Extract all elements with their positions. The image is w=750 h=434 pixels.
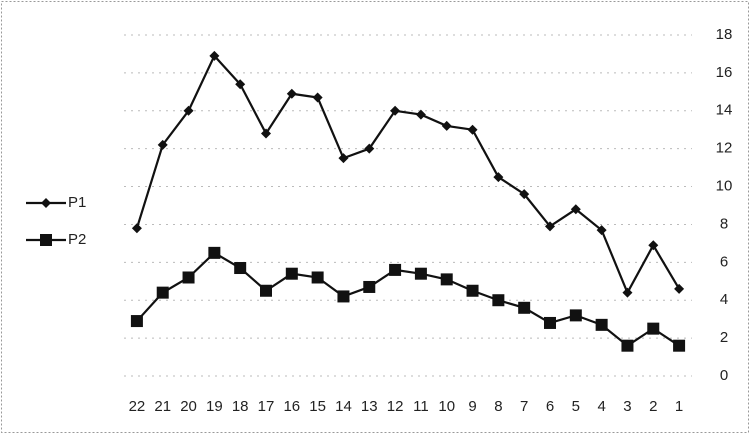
x-tick-label: 2 (649, 398, 657, 415)
x-tick-label: 14 (335, 398, 352, 415)
data-point (312, 92, 323, 103)
legend-label: P2 (68, 231, 86, 248)
data-point (209, 50, 220, 61)
data-point (337, 290, 350, 303)
x-tick-label: 8 (494, 398, 502, 415)
data-point (261, 128, 271, 139)
x-tick-label: 16 (283, 398, 300, 415)
data-point (596, 225, 607, 236)
x-tick-label: 7 (520, 398, 528, 415)
data-point (440, 273, 453, 286)
x-tick-label: 6 (546, 398, 554, 415)
legend-marker (40, 234, 52, 246)
data-point (570, 204, 581, 215)
legend-label: P1 (68, 194, 86, 211)
data-point (286, 88, 297, 99)
data-point (545, 221, 555, 232)
data-point (234, 262, 247, 275)
y-tick-label: 18 (716, 26, 733, 43)
y-tick-label: 16 (716, 64, 733, 81)
data-point (441, 120, 452, 131)
data-point (390, 105, 401, 116)
data-point (182, 271, 195, 284)
data-point (183, 105, 194, 116)
data-point (544, 316, 556, 329)
x-tick-label: 21 (154, 398, 171, 415)
data-point (673, 339, 686, 352)
y-tick-label: 6 (720, 253, 728, 270)
y-tick-label: 2 (720, 329, 728, 346)
x-tick-label: 19 (206, 398, 223, 415)
series-line (136, 251, 680, 348)
x-tick-label: 11 (413, 398, 429, 415)
data-point (621, 339, 634, 352)
x-tick-label: 18 (232, 398, 249, 415)
data-point (389, 263, 402, 276)
legend-marker (41, 198, 51, 208)
data-point (131, 223, 142, 234)
data-point (622, 287, 633, 298)
x-tick-label: 17 (258, 398, 275, 415)
data-point (595, 318, 608, 331)
x-tick-label: 1 (675, 398, 683, 415)
series-line (135, 53, 681, 296)
data-point (338, 153, 349, 164)
data-point (363, 280, 376, 293)
x-tick-label: 9 (468, 398, 476, 415)
data-point (156, 286, 169, 299)
data-point (467, 124, 478, 135)
data-point (208, 246, 221, 259)
data-point (130, 315, 143, 328)
y-tick-label: 12 (716, 140, 733, 157)
data-point (414, 267, 427, 280)
x-tick-label: 5 (572, 398, 580, 415)
y-tick-label: 14 (716, 102, 733, 119)
x-tick-label: 22 (129, 398, 146, 415)
data-point (674, 283, 685, 294)
y-tick-label: 0 (720, 367, 728, 384)
x-tick-label: 10 (438, 398, 455, 415)
y-tick-label: 8 (720, 215, 728, 232)
x-tick-label: 4 (597, 398, 605, 415)
x-tick-label: 15 (309, 398, 326, 415)
data-point (415, 109, 426, 120)
data-point (648, 240, 659, 251)
data-point (157, 139, 168, 150)
data-point (493, 172, 504, 183)
x-tick-label: 3 (623, 398, 631, 415)
data-point (492, 294, 505, 307)
x-tick-label: 12 (387, 398, 404, 415)
data-point (647, 322, 660, 335)
data-point (364, 143, 375, 154)
data-point (285, 267, 298, 280)
y-tick-label: 4 (720, 291, 728, 308)
data-point (569, 309, 582, 322)
data-point (311, 271, 324, 284)
x-tick-label: 13 (361, 398, 378, 415)
data-point (466, 284, 479, 297)
x-tick-label: 20 (180, 398, 197, 415)
data-point (235, 79, 246, 90)
data-point (260, 284, 272, 297)
data-point (518, 301, 531, 314)
y-tick-label: 10 (716, 178, 733, 195)
data-point (519, 189, 530, 200)
